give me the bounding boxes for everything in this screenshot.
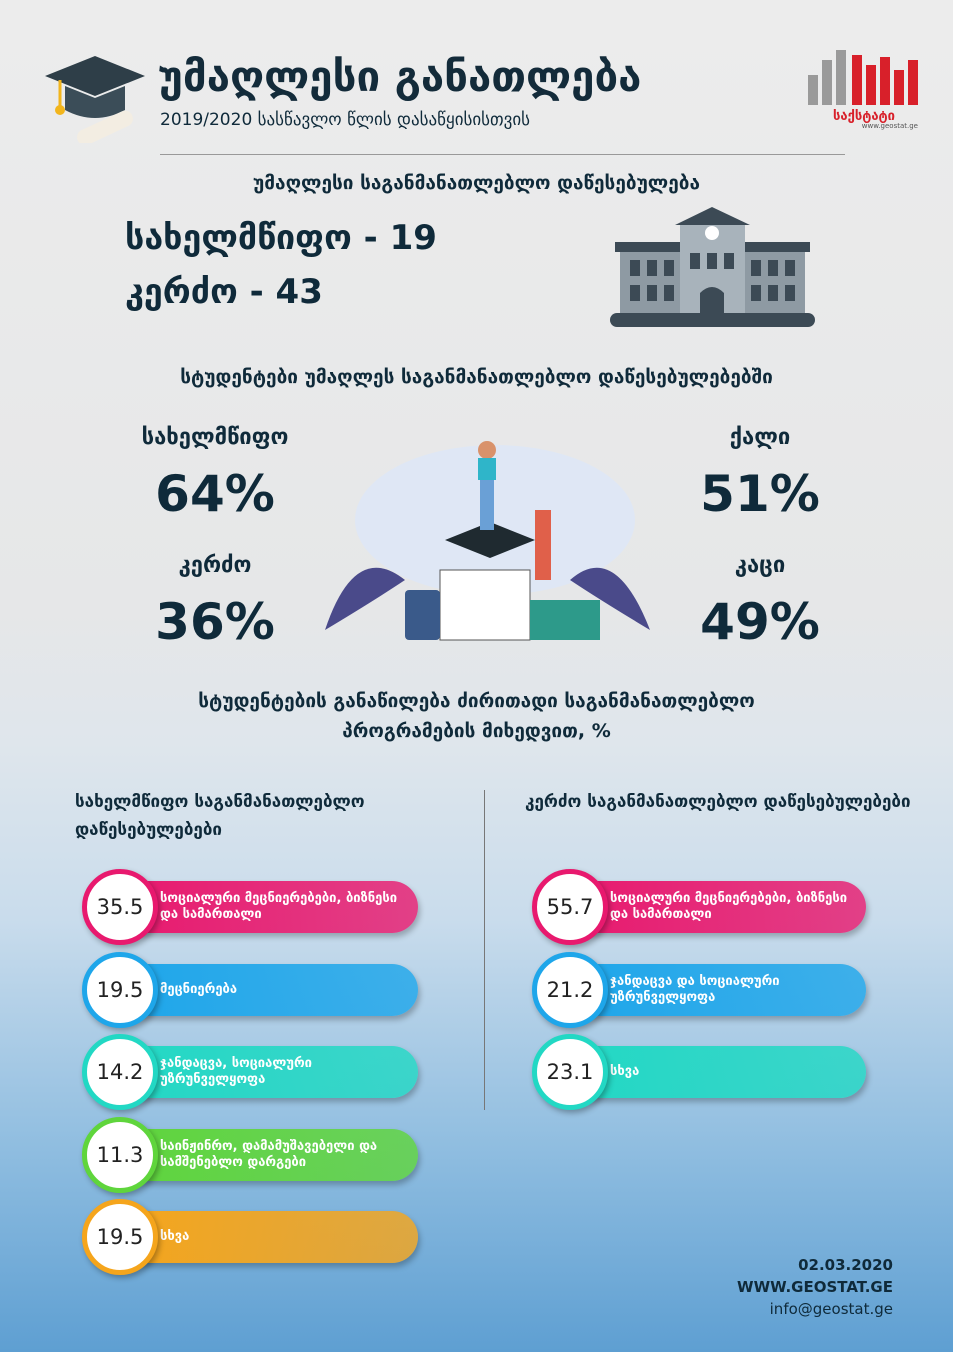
program-label: სხვა	[610, 1046, 851, 1098]
program-value: 23.1	[532, 1034, 608, 1110]
private-count: კერძო - 43	[125, 272, 323, 312]
stat-value: 36%	[95, 593, 335, 651]
program-value: 19.5	[82, 1199, 158, 1275]
stat-label: კერძო	[95, 553, 335, 578]
footer-web: WWW.GEOSTAT.GE	[737, 1276, 893, 1298]
program-label: ჯანდაცვა და სოციალური უზრუნველყოფა	[610, 964, 851, 1016]
stat-value: 51%	[640, 465, 880, 523]
institutions-heading: უმაღლესი საგანმანათლებლო დაწესებულება	[0, 172, 953, 194]
students-illustration	[315, 430, 660, 650]
title: უმაღლესი განათლება	[158, 52, 641, 101]
stat-label: სახელმწიფო	[95, 425, 335, 450]
stat-value: 64%	[95, 465, 335, 523]
program-label: ჯანდაცვა, სოციალური უზრუნველყოფა	[160, 1046, 403, 1098]
building-icon	[605, 205, 820, 330]
logo: საქსტატი www.geostat.ge	[800, 45, 925, 130]
program-label: საინჟინრო, დამამუშავებელი და სამშენებლო …	[160, 1129, 403, 1181]
stat-label: ქალი	[640, 425, 880, 450]
group-title: კერძო საგანმანათლებლო დაწესებულებები	[525, 788, 925, 816]
program-value: 55.7	[532, 869, 608, 945]
group-title: სახელმწიფო საგანმანათლებლო დაწესებულებებ…	[75, 788, 475, 844]
subtitle: 2019/2020 სასწავლო წლის დასაწყისისთვის	[160, 110, 530, 130]
program-label: სოციალური მეცნიერებები, ბიზნესი და სამარ…	[610, 881, 851, 933]
divider	[160, 154, 845, 155]
program-label: სხვა	[160, 1211, 403, 1263]
program-value: 21.2	[532, 952, 608, 1028]
stat-value: 49%	[640, 593, 880, 651]
program-label: სოციალური მეცნიერებები, ბიზნესი და სამარ…	[160, 881, 403, 933]
logo-url: www.geostat.ge	[862, 122, 918, 130]
column-divider	[484, 790, 485, 1110]
infographic: უმაღლესი განათლება 2019/2020 სასწავლო წლ…	[0, 0, 953, 1352]
state-count: სახელმწიფო - 19	[125, 218, 437, 258]
graduation-icon	[40, 48, 150, 143]
students-heading: სტუდენტები უმაღლეს საგანმანათლებლო დაწეს…	[0, 366, 953, 388]
program-value: 35.5	[82, 869, 158, 945]
footer: 02.03.2020 WWW.GEOSTAT.GE info@geostat.g…	[737, 1254, 893, 1320]
footer-date: 02.03.2020	[737, 1254, 893, 1276]
programs-heading: სტუდენტების განაწილება ძირითადი საგანმან…	[170, 686, 783, 746]
footer-email: info@geostat.ge	[737, 1298, 893, 1320]
program-value: 14.2	[82, 1034, 158, 1110]
program-label: მეცნიერება	[160, 964, 403, 1016]
program-value: 19.5	[82, 952, 158, 1028]
program-value: 11.3	[82, 1117, 158, 1193]
stat-label: კაცი	[640, 553, 880, 578]
